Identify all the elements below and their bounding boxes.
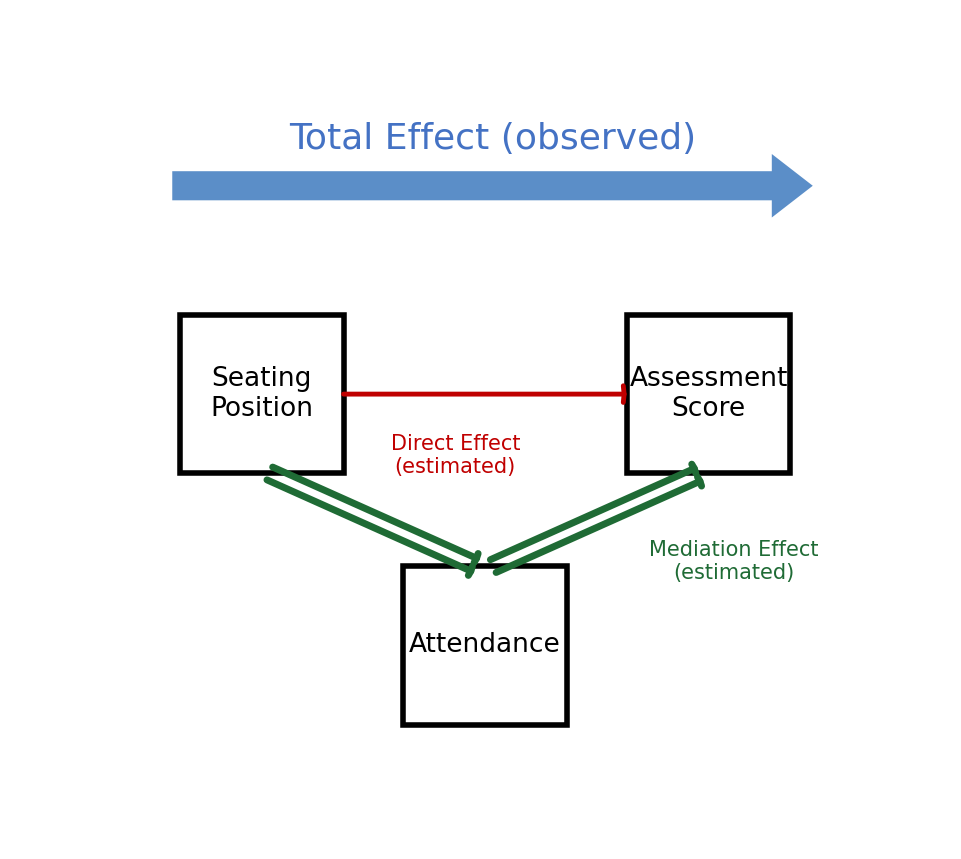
FancyBboxPatch shape bbox=[180, 314, 344, 473]
Text: Assessment
Score: Assessment Score bbox=[629, 366, 788, 422]
FancyBboxPatch shape bbox=[627, 314, 791, 473]
Text: Mediation Effect
(estimated): Mediation Effect (estimated) bbox=[649, 539, 819, 582]
Text: Total Effect (observed): Total Effect (observed) bbox=[289, 123, 696, 156]
Text: Direct Effect
(estimated): Direct Effect (estimated) bbox=[390, 434, 520, 477]
FancyBboxPatch shape bbox=[404, 566, 567, 725]
Text: Attendance: Attendance bbox=[409, 632, 561, 659]
Polygon shape bbox=[172, 154, 813, 217]
Text: Seating
Position: Seating Position bbox=[210, 366, 313, 422]
